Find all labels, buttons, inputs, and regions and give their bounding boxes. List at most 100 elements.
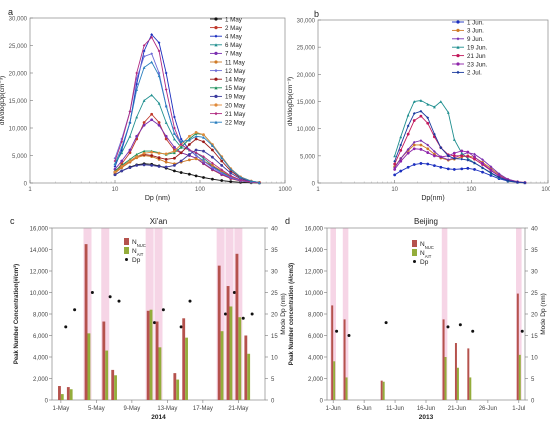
bar-n-nuc: [442, 319, 445, 400]
data-point: [135, 155, 139, 159]
data-point: [412, 140, 416, 144]
dp-point: [108, 295, 112, 299]
bar-n-ait: [345, 377, 348, 400]
data-point: [150, 112, 154, 116]
data-point: [214, 60, 218, 64]
data-point: [142, 151, 146, 155]
data-point: [164, 104, 168, 108]
data-point: [433, 132, 436, 136]
legend-label: 6 May: [225, 42, 243, 49]
data-point: [128, 121, 132, 124]
data-point: [239, 175, 242, 179]
data-point: [194, 151, 198, 155]
data-point: [157, 156, 161, 160]
y-tick-label: 12,000: [30, 270, 49, 276]
y-axis-label: dN/dlogDp(cm⁻³): [0, 76, 6, 125]
data-point: [399, 149, 403, 152]
panel-letter: a: [8, 7, 13, 17]
data-point: [150, 154, 154, 157]
data-point: [179, 159, 183, 163]
y2-tick-label: 30: [271, 270, 278, 276]
data-point: [426, 121, 430, 125]
data-point: [426, 162, 430, 166]
data-point: [173, 151, 176, 155]
x-tick-label: 11-Jun: [386, 406, 404, 412]
data-point: [142, 123, 146, 127]
y-axis-label: Peak Number Concentration(#/cm³): [13, 264, 20, 364]
data-point: [426, 147, 430, 151]
y-tick-label: 12,000: [305, 270, 324, 276]
y-tick-label: 10,000: [30, 291, 49, 297]
data-point: [179, 143, 183, 146]
data-point: [393, 159, 397, 163]
dp-point: [232, 291, 236, 294]
data-point: [452, 154, 456, 158]
y2-axis-label: Mode Dp (nm): [280, 293, 287, 335]
data-point: [406, 165, 410, 169]
data-point: [466, 158, 470, 162]
y-tick-label: 2,000: [33, 377, 49, 383]
data-point: [466, 150, 470, 154]
y2-tick-label: 40: [531, 227, 538, 233]
data-point: [157, 151, 161, 155]
data-point: [173, 126, 176, 130]
data-point: [173, 137, 176, 141]
data-point: [164, 160, 168, 164]
data-point: [142, 163, 146, 167]
data-point: [220, 164, 224, 167]
data-point: [460, 151, 464, 155]
data-point: [135, 82, 139, 86]
data-point: [439, 155, 443, 159]
legend-label: NNUC: [132, 239, 146, 248]
data-point: [456, 37, 460, 41]
y2-tick-label: 25: [531, 291, 538, 297]
data-point: [187, 134, 191, 138]
data-point: [473, 155, 476, 159]
data-point: [164, 121, 168, 124]
data-point: [399, 157, 403, 160]
data-point: [150, 35, 154, 39]
data-point: [473, 168, 476, 171]
y-tick-label: 16,000: [305, 227, 324, 233]
series-1-jun-: [393, 162, 527, 185]
data-point: [113, 170, 117, 174]
data-point: [113, 165, 117, 168]
data-point: [393, 154, 397, 158]
y2-tick-label: 5: [271, 377, 275, 383]
y2-tick-label: 20: [271, 313, 278, 319]
bar-n-nuc: [217, 265, 221, 400]
bar-n-nuc: [111, 369, 115, 400]
data-point: [220, 171, 224, 175]
data-point: [249, 179, 253, 183]
data-point: [135, 115, 139, 119]
data-point: [412, 147, 416, 151]
data-point: [142, 149, 146, 153]
data-point: [128, 134, 132, 138]
y2-tick-label: 35: [531, 248, 538, 254]
data-point: [202, 140, 205, 144]
y2-tick-label: 35: [271, 248, 278, 254]
data-point: [399, 143, 403, 147]
data-point: [179, 140, 183, 144]
bar-n-nuc: [467, 348, 470, 400]
data-point: [460, 167, 464, 171]
data-point: [489, 165, 493, 169]
bar-n-ait: [333, 361, 336, 400]
data-point: [523, 181, 527, 185]
legend-label: 23 Jun.: [467, 61, 488, 68]
data-point: [150, 93, 154, 97]
data-point: [460, 154, 464, 158]
data-point: [456, 62, 460, 66]
legend-label: 21 May: [225, 111, 246, 118]
data-point: [202, 156, 205, 160]
y-axis-label: Peak Number concentration (#/cm3): [289, 263, 295, 365]
bar-n-nuc: [235, 253, 239, 400]
y-tick-label: 0: [312, 182, 316, 188]
y2-axis-label: Mode Dp (nm): [540, 293, 547, 335]
data-point: [473, 152, 476, 156]
y-tick-label: 4,000: [33, 356, 49, 362]
data-point: [426, 102, 430, 106]
data-point: [214, 77, 218, 81]
